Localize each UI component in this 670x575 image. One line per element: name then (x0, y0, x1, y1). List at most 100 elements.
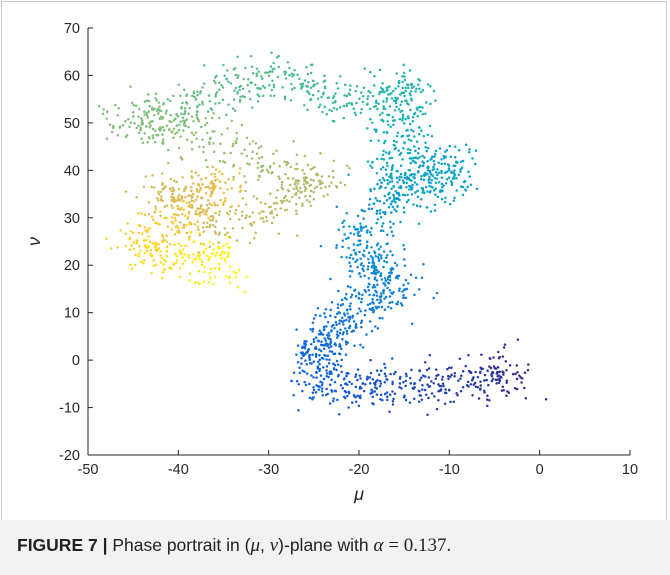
data-point (132, 241, 135, 244)
data-point (175, 255, 179, 258)
data-point (345, 332, 349, 335)
data-point (145, 246, 148, 250)
data-point (372, 269, 376, 273)
data-point (379, 272, 383, 275)
data-point (172, 136, 175, 139)
data-point (156, 112, 160, 115)
data-point (240, 210, 244, 213)
data-point (223, 197, 227, 200)
data-point (381, 111, 384, 115)
data-point (388, 157, 391, 160)
data-point (401, 134, 405, 138)
data-point (175, 258, 179, 262)
caption-text: Phase portrait in ( (107, 535, 251, 555)
data-point (432, 189, 436, 192)
data-point (368, 107, 372, 111)
data-point (161, 183, 164, 187)
data-point (367, 277, 371, 280)
data-point (220, 133, 223, 136)
data-point (179, 220, 182, 224)
data-point (220, 83, 223, 87)
data-point (400, 100, 404, 103)
data-point (199, 188, 202, 192)
data-point (112, 124, 115, 128)
data-point (264, 202, 267, 206)
data-point (338, 105, 342, 109)
data-point (421, 106, 424, 109)
data-point (325, 325, 328, 328)
data-point (126, 222, 129, 225)
data-point (257, 146, 261, 150)
data-point (328, 334, 331, 337)
data-point (295, 379, 299, 383)
data-point (388, 274, 391, 277)
data-point (283, 97, 287, 101)
data-point (313, 165, 316, 169)
data-point (318, 314, 322, 317)
data-point (265, 219, 269, 223)
data-point (348, 93, 352, 97)
data-point (373, 187, 376, 191)
data-point (388, 175, 391, 179)
data-point (343, 94, 346, 97)
data-point (309, 63, 313, 67)
data-point (382, 201, 386, 205)
data-point (318, 353, 321, 357)
data-point (326, 96, 330, 99)
data-point (196, 225, 200, 228)
data-point (359, 243, 362, 246)
data-point (358, 272, 361, 275)
data-point (497, 350, 500, 354)
data-point (345, 372, 348, 375)
data-point (390, 165, 394, 169)
data-point (306, 72, 310, 76)
data-point (285, 199, 289, 202)
data-point (173, 233, 177, 236)
data-point (431, 168, 435, 172)
data-point (153, 129, 157, 133)
data-point (395, 176, 399, 180)
data-point (311, 93, 315, 97)
data-point (212, 216, 215, 220)
data-point (306, 163, 310, 167)
data-point (203, 123, 207, 127)
data-point (441, 375, 445, 379)
data-point (460, 374, 463, 377)
data-point (316, 365, 320, 368)
data-point (443, 402, 447, 406)
data-point (278, 164, 281, 168)
scatter-points (97, 51, 548, 417)
data-point (139, 126, 142, 130)
y-tick-label: 50 (64, 116, 80, 132)
data-point (154, 221, 157, 225)
data-point (381, 82, 384, 85)
data-point (410, 86, 414, 90)
data-point (385, 173, 388, 176)
data-point (402, 71, 406, 75)
data-point (378, 316, 382, 320)
data-point (372, 283, 376, 287)
data-point (188, 200, 191, 204)
data-point (383, 277, 387, 280)
data-point (388, 85, 391, 88)
data-point (218, 180, 222, 184)
data-point (303, 185, 307, 189)
data-point (147, 110, 150, 113)
data-point (405, 83, 409, 86)
data-point (182, 129, 185, 132)
data-point (450, 181, 454, 185)
data-point (172, 179, 176, 183)
data-point (202, 145, 205, 149)
data-point (190, 115, 194, 118)
data-point (342, 377, 346, 381)
data-point (392, 185, 395, 189)
data-point (190, 199, 194, 202)
data-point (372, 293, 375, 297)
data-point (336, 398, 339, 402)
data-point (437, 180, 441, 184)
data-point (337, 289, 340, 293)
data-point (339, 75, 342, 78)
data-point (146, 140, 149, 144)
data-point (408, 151, 412, 155)
data-point (383, 259, 386, 263)
